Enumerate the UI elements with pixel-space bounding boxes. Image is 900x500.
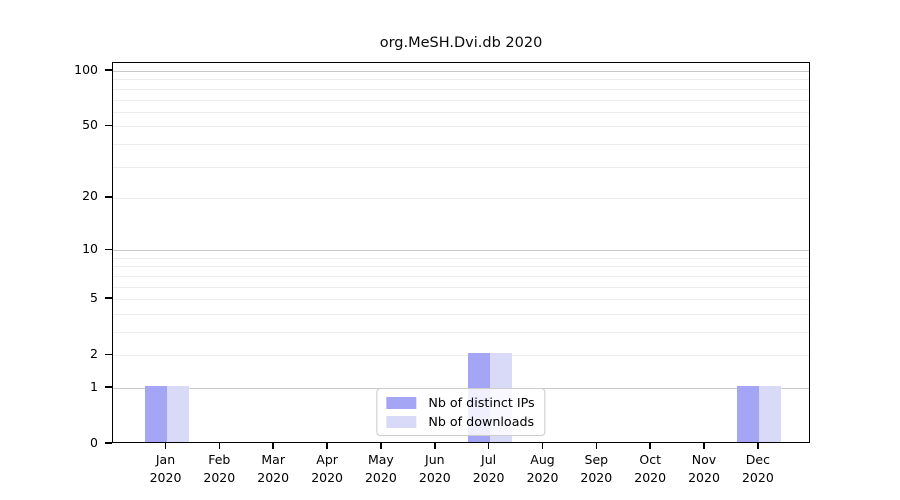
chart-title: org.MeSH.Dvi.db 2020: [379, 35, 543, 51]
legend-item: Nb of downloads: [386, 414, 534, 429]
gridline-major: [113, 71, 809, 72]
x-axis-tick: [703, 443, 705, 449]
x-axis-tick-label: Feb 2020: [191, 451, 247, 487]
y-axis-tick: [104, 353, 112, 355]
bar-distinct-ips: [144, 386, 167, 442]
gridline-minor: [113, 126, 809, 128]
gridline-minor: [113, 275, 809, 277]
x-axis-year-label: 2020: [688, 470, 720, 486]
x-axis-tick-label: Jul 2020: [461, 451, 517, 487]
x-axis-tick-label: Dec 2020: [730, 451, 786, 487]
y-axis-tick: [104, 442, 112, 444]
legend: Nb of distinct IPs Nb of downloads: [376, 388, 546, 436]
x-axis-tick-label: Aug 2020: [515, 451, 571, 487]
x-axis-tick: [164, 443, 167, 449]
x-axis-tick: [380, 443, 382, 449]
legend-label: Nb of downloads: [428, 414, 535, 429]
x-axis-tick: [757, 443, 759, 449]
gridline-minor: [113, 355, 809, 357]
x-axis-tick: [272, 443, 274, 449]
x-axis-year-label: 2020: [526, 470, 559, 486]
gridline-minor: [113, 79, 809, 81]
gridline-minor: [113, 99, 809, 101]
x-axis-year-label: 2020: [741, 470, 774, 486]
x-axis-tick-label: Sep 2020: [568, 451, 624, 487]
x-axis-tick-label: Jun 2020: [407, 451, 463, 487]
y-axis-tick-label: 0: [90, 434, 98, 450]
y-axis-tick: [104, 69, 112, 71]
plot-area: Nb of distinct IPs Nb of downloads: [112, 62, 810, 443]
gridline-minor: [113, 166, 809, 168]
x-axis-tick-label: Mar 2020: [245, 451, 301, 487]
gridline-minor: [113, 111, 809, 113]
y-axis-tick-label: 2: [90, 345, 98, 361]
x-axis-tick: [434, 443, 436, 449]
x-axis-year-label: 2020: [311, 470, 343, 486]
y-axis-tick: [104, 297, 112, 299]
gridline-minor: [113, 257, 809, 259]
gridline-minor: [113, 299, 809, 301]
y-axis-tick: [104, 386, 112, 388]
x-axis-year-label: 2020: [364, 470, 397, 486]
x-axis-year-label: 2020: [257, 470, 290, 486]
x-axis-year-label: 2020: [580, 470, 613, 486]
legend-label: Nb of distinct IPs: [428, 395, 535, 410]
x-axis-tick: [218, 443, 221, 449]
legend-item: Nb of distinct IPs: [386, 395, 535, 410]
x-axis-tick-label: Nov 2020: [676, 451, 732, 487]
x-axis-month-label: Aug: [530, 452, 555, 467]
x-axis-year-label: 2020: [203, 470, 236, 486]
x-axis-month-label: Dec: [745, 452, 770, 467]
y-axis-tick-label: 20: [82, 188, 98, 204]
y-axis-tick-label: 5: [90, 289, 98, 305]
x-axis-month-label: Sep: [584, 452, 609, 467]
legend-swatch-distinct-ips: [386, 396, 417, 409]
x-axis-month-label: Apr: [316, 452, 338, 467]
y-axis-tick-label: 100: [74, 61, 98, 77]
gridline-minor: [113, 286, 809, 288]
gridline-minor: [113, 88, 809, 90]
gridline-minor: [113, 197, 809, 199]
y-axis-tick-label: 50: [82, 116, 98, 132]
x-axis-month-label: Nov: [691, 452, 717, 467]
x-axis-month-label: Mar: [261, 452, 285, 467]
gridline-major: [113, 250, 809, 252]
x-axis-month-label: May: [367, 452, 394, 467]
legend-swatch-downloads: [386, 415, 417, 428]
x-axis-month-label: Oct: [639, 452, 661, 467]
y-axis-tick-label: 10: [82, 240, 98, 256]
x-axis-tick: [595, 443, 597, 449]
x-axis-month-label: Feb: [208, 452, 231, 467]
x-axis-year-label: 2020: [472, 470, 505, 486]
x-axis-tick-label: Jan 2020: [138, 451, 194, 487]
y-axis-tick: [104, 124, 112, 126]
x-axis-tick-label: Oct 2020: [622, 451, 678, 487]
x-axis-tick: [541, 443, 544, 449]
y-axis-tick: [104, 248, 112, 250]
x-axis-year-label: 2020: [634, 470, 667, 486]
y-axis-tick-label: 1: [90, 378, 98, 394]
bar-downloads: [166, 386, 189, 442]
x-axis-tick-label: May 2020: [353, 451, 409, 487]
x-axis-tick-label: Apr 2020: [299, 451, 355, 487]
x-axis-year-label: 2020: [418, 470, 451, 486]
x-axis-tick: [649, 443, 651, 449]
gridline-minor: [113, 143, 809, 145]
bar-distinct-ips: [736, 386, 759, 442]
x-axis-year-label: 2020: [149, 470, 182, 486]
x-axis-tick: [326, 443, 328, 449]
x-axis-tick: [487, 443, 490, 449]
x-axis-month-label: Jul: [481, 452, 497, 467]
x-axis-month-label: Jun: [425, 452, 445, 467]
y-axis-tick: [104, 196, 112, 198]
gridline-minor: [113, 313, 809, 315]
bar-downloads: [758, 386, 781, 442]
gridline-minor: [113, 332, 809, 333]
gridline-minor: [113, 266, 809, 268]
x-axis-month-label: Jan: [155, 452, 176, 467]
